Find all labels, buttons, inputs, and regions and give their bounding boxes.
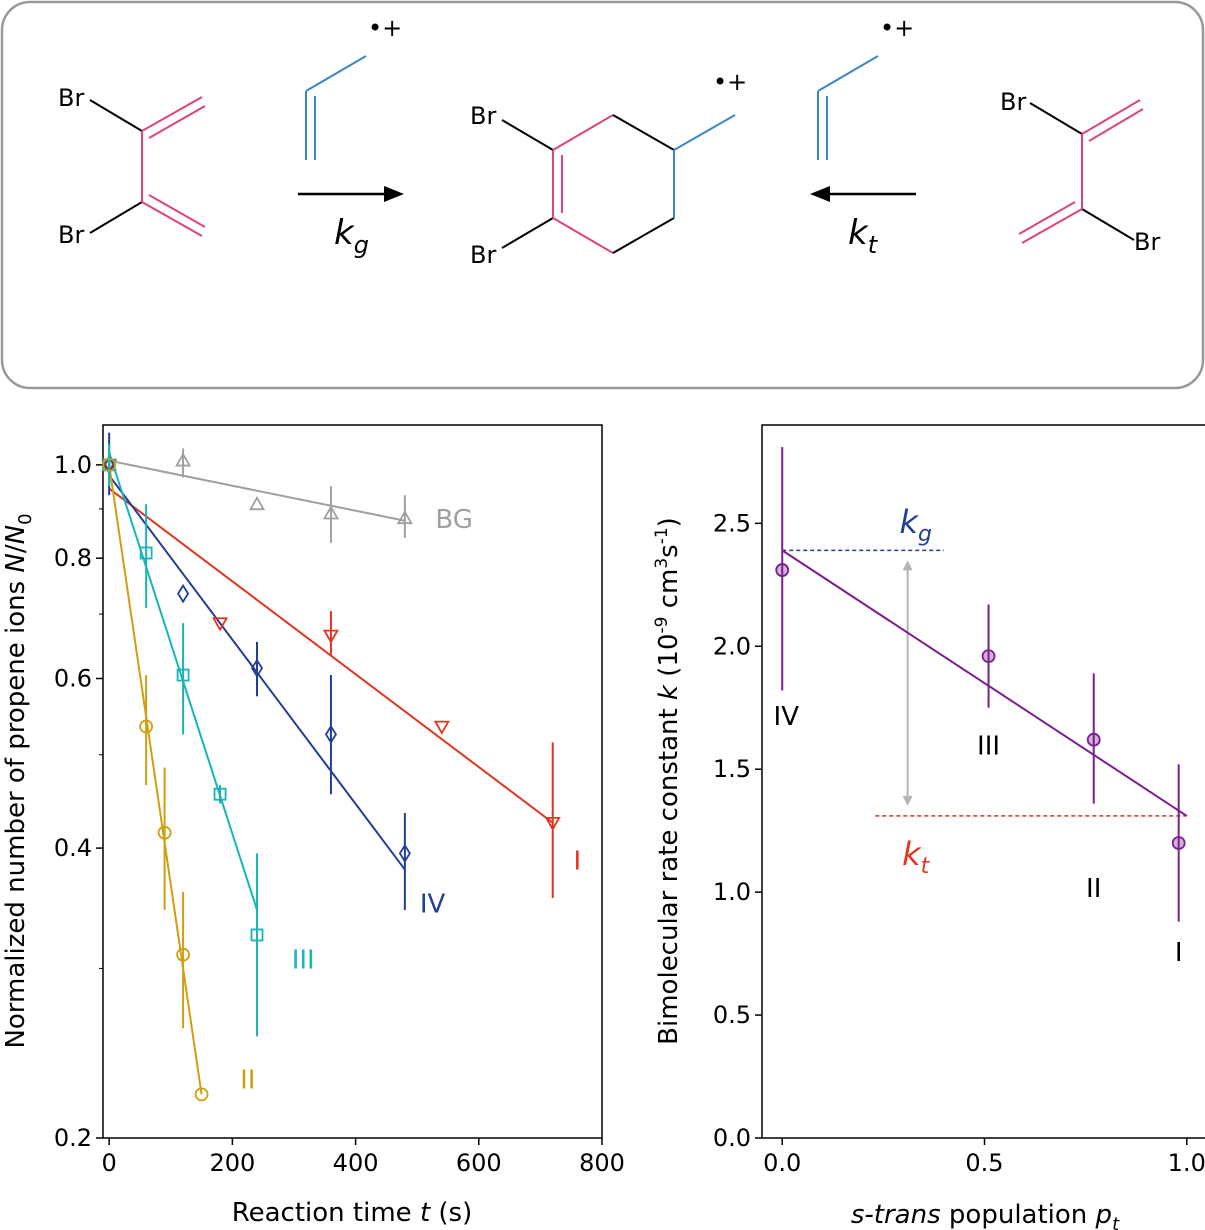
data-point [544,816,561,832]
kt-label: kt [848,213,879,259]
kg-arrow [298,186,404,202]
y-tick-label: 2.5 [713,509,751,537]
y-tick-label: 0.8 [54,544,92,572]
br-label: Br [470,102,496,130]
series-label: I [574,847,582,877]
reaction-scheme: Br Br •+ kg Br Br •+ •+ kt [0,0,1205,390]
y-tick-label: 0.4 [54,834,92,862]
x-tick-label: 800 [579,1149,625,1177]
fit-line [108,459,406,522]
y-axis-label: Bimolecular rate constant k (10-9 cm3s-1… [652,517,684,1045]
radical-cation-label: •+ [713,68,747,96]
y-axis-label: Normalized number of propene ions N/N0 [1,513,36,1048]
kg-label: kg [334,213,369,259]
dibromobutadiene-trans [1018,99,1144,244]
data-point [324,724,337,745]
propene-radical-cation [305,55,367,160]
propene-radical-cation [817,55,879,160]
cycloadduct [501,114,736,254]
x-axis-label: s-trans population pt [851,1200,1120,1230]
x-tick-label: 400 [333,1149,379,1177]
x-tick-label: 0.5 [965,1149,1003,1177]
data-point [211,617,229,632]
data-point [250,658,264,678]
series-label: IV [420,889,446,919]
br-label: Br [1134,228,1160,256]
kg-label: kg [899,503,932,547]
data-point [981,649,996,664]
data-point [322,629,339,644]
x-tick-label: 0.0 [763,1149,801,1177]
arrow-head-down [902,795,913,806]
data-point [157,825,172,840]
data-point [1171,836,1186,850]
y-tick-label: 0.2 [54,1124,92,1152]
series-label: III [292,945,315,975]
br-label: Br [1000,88,1026,116]
radical-cation-label: •+ [368,14,402,42]
y-tick-label: 1.5 [713,755,751,783]
data-point [322,505,339,520]
x-tick-label: 1.0 [1168,1149,1205,1177]
y-tick-label: 0.5 [713,1001,751,1029]
data-point [139,719,154,734]
point-label: II [1086,874,1101,904]
data-point [398,843,411,864]
br-label: Br [470,241,496,269]
series-label: BG [435,505,473,535]
x-axis-label: Reaction time t (s) [232,1198,473,1228]
data-point [102,457,117,472]
rate-constant-chart: 0.0 0.5 1.00.00.51.01.52.02.5 kgktIVIIIIII… [652,424,1205,1230]
data-point [194,1087,209,1102]
point-label: III [977,731,1000,761]
axis-ticks: 0.0 0.5 1.0 0.0 0.5 1.0 1.5 2.0 2.5 [713,509,1205,1177]
x-tick-label: 200 [209,1149,255,1177]
data-point [139,546,153,560]
data-point [177,583,190,604]
y-tick-label: 0.6 [54,665,92,693]
y-tick-label: 0.0 [713,1124,751,1152]
br-label: Br [58,84,84,112]
fit-line [108,464,203,1095]
data-point [175,452,192,467]
x-tick-label: 0 [102,1149,117,1177]
kt-label: kt [902,835,931,879]
x-tick-label: 600 [456,1149,502,1177]
data-point [250,928,264,942]
data-point [176,668,190,682]
y-tick-label: 2.0 [713,632,751,660]
y-tick-label: 1.0 [713,878,751,906]
scheme-frame [0,0,1205,390]
y-tick-label: 1.0 [54,451,92,479]
dibromobutadiene-gauche [89,96,206,237]
data-point [396,510,413,525]
data-point [433,720,450,735]
point-label: I [1175,938,1183,968]
data-point [1086,732,1101,747]
data-point [775,563,790,577]
data-point [213,787,227,801]
fit-line [108,487,554,824]
data-point [248,495,266,511]
radical-cation-label: •+ [880,14,914,42]
arrow-head-up [902,560,913,571]
series-label: II [240,1066,255,1096]
fit-line [781,549,1188,817]
plot-frame [761,424,1205,1139]
data-point [176,947,190,962]
plot-frame [102,424,603,1139]
point-label: IV [774,702,800,732]
axis-ticks: 0 200 400 600 800 0.2 0.4 0.6 0.8 1.0 [54,451,625,1177]
br-label: Br [58,221,84,249]
kt-arrow [810,186,916,202]
